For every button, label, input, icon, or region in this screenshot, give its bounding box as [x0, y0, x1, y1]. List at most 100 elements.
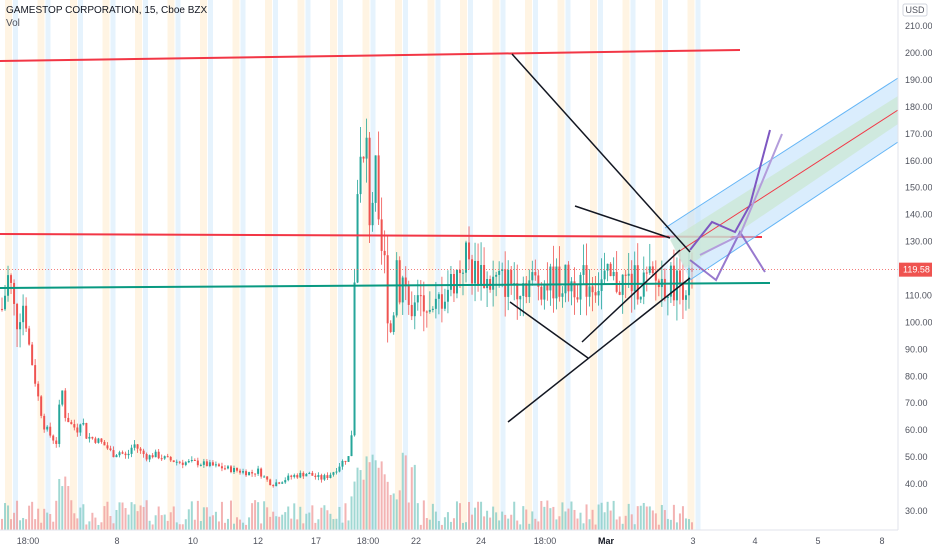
- candle-body-130: [392, 315, 395, 332]
- candle-body-209: [630, 273, 633, 292]
- candle-body-195: [588, 286, 591, 297]
- candle-body-75: [226, 466, 229, 469]
- volume-bar-117: [353, 481, 356, 530]
- volume-bar-129: [389, 494, 392, 530]
- volume-bar-155: [468, 501, 471, 530]
- volume-bar-163: [492, 506, 495, 530]
- candle-body-98: [296, 475, 299, 478]
- candle-body-169: [510, 269, 513, 285]
- price-axis[interactable]: USD20.0030.0040.0050.0060.0070.0080.0090…: [897, 0, 932, 550]
- session-band-24: [395, 0, 402, 530]
- volume-bar-58: [175, 522, 178, 530]
- volume-bar-158: [477, 501, 480, 530]
- volume-bar-64: [193, 519, 196, 530]
- candle-body-210: [633, 265, 636, 292]
- session-band-6: [102, 0, 110, 530]
- volume-bar-166: [501, 511, 504, 530]
- price-tick-12: 140.00: [905, 210, 932, 220]
- candle-body-46: [139, 448, 142, 451]
- candle-body-186: [561, 293, 564, 297]
- candle-body-86: [260, 468, 263, 477]
- volume-bar-201: [606, 501, 609, 530]
- volume-bar-8: [25, 519, 28, 530]
- volume-bar-148: [446, 512, 449, 530]
- resistance-line-top: [0, 49, 741, 62]
- volume-bar-168: [507, 518, 510, 530]
- candle-body-17: [52, 435, 55, 441]
- volume-bar-221: [666, 518, 669, 530]
- volume-bar-22: [67, 486, 70, 530]
- candle-body-73: [220, 466, 223, 469]
- price-tick-11: 130.00: [905, 237, 932, 247]
- candle-body-5: [16, 303, 19, 330]
- volume-bar-147: [443, 517, 446, 530]
- volume-bar-27: [82, 504, 85, 530]
- candle-body-170: [513, 283, 516, 285]
- time-axis[interactable]: 18:00 8 10 12 17 18:00 22 24 18:00 Mar 3 4 5 8: [0, 529, 932, 550]
- volume-bar-145: [437, 520, 440, 530]
- candle-body-142: [428, 309, 431, 312]
- candle-body-182: [549, 266, 552, 291]
- candle-body-151: [455, 269, 458, 294]
- volume-bar-100: [302, 523, 305, 530]
- candle-body-41: [124, 453, 127, 456]
- volume-bar-150: [452, 518, 455, 530]
- volume-bar-69: [208, 516, 211, 530]
- candle-body-23: [70, 422, 73, 425]
- session-band-0: [5, 0, 12, 530]
- candle-body-136: [410, 304, 413, 317]
- candle-body-53: [160, 458, 163, 460]
- volume-bar-81: [245, 524, 248, 530]
- symbol-title[interactable]: GAMESTOP CORPORATION, 15, Cboe BZX: [6, 5, 208, 16]
- candle-body-140: [422, 295, 425, 312]
- volume-bar-85: [257, 502, 260, 530]
- volume-bar-93: [281, 514, 284, 530]
- candle-body-190: [573, 281, 576, 298]
- price-tick-14: 160.00: [905, 156, 932, 166]
- volume-bar-77: [233, 523, 236, 530]
- candle-body-137: [413, 302, 416, 317]
- candle-body-68: [205, 461, 208, 467]
- volume-bar-28: [85, 524, 88, 530]
- volume-bar-219: [660, 504, 663, 530]
- volume-bar-169: [510, 514, 513, 530]
- candle-body-148: [446, 289, 449, 302]
- candle-body-116: [350, 435, 353, 457]
- volume-bar-94: [284, 512, 287, 530]
- session-band-25: [403, 0, 408, 530]
- candle-body-160: [483, 264, 486, 289]
- candle-body-121: [365, 137, 368, 159]
- candle-body-81: [245, 471, 248, 476]
- candle-body-228: [687, 267, 690, 296]
- volume-bar-187: [564, 511, 567, 530]
- session-band-5: [78, 0, 83, 530]
- candle-body-88: [266, 476, 269, 480]
- volume-bar-45: [136, 511, 139, 530]
- volume-bar-130: [392, 493, 395, 530]
- volume-bar-70: [211, 515, 214, 530]
- wedge-line-1: [511, 53, 691, 253]
- session-band-40: [655, 0, 662, 530]
- volume-bar-5: [16, 500, 19, 530]
- candle-body-32: [97, 438, 100, 443]
- candle-body-196: [591, 286, 594, 293]
- volume-bar-217: [654, 513, 657, 530]
- candle-body-114: [344, 460, 347, 462]
- candle-body-62: [187, 461, 190, 463]
- candle-body-60: [181, 462, 184, 465]
- candle-body-150: [452, 274, 455, 294]
- candle-body-27: [82, 422, 85, 425]
- candle-body-24: [73, 424, 76, 428]
- candle-body-110: [332, 472, 335, 475]
- volume-bar-116: [350, 496, 353, 530]
- volume-bar-193: [582, 523, 585, 530]
- candle-body-109: [329, 474, 332, 479]
- candle-body-12: [37, 383, 40, 397]
- candle-body-19: [58, 404, 61, 444]
- volume-bar-109: [329, 513, 332, 530]
- volume-bar-131: [395, 499, 398, 530]
- volume-bar-127: [383, 474, 386, 530]
- volume-bar-153: [461, 522, 464, 530]
- volume-bar-122: [368, 462, 371, 530]
- volume-bar-7: [22, 517, 25, 530]
